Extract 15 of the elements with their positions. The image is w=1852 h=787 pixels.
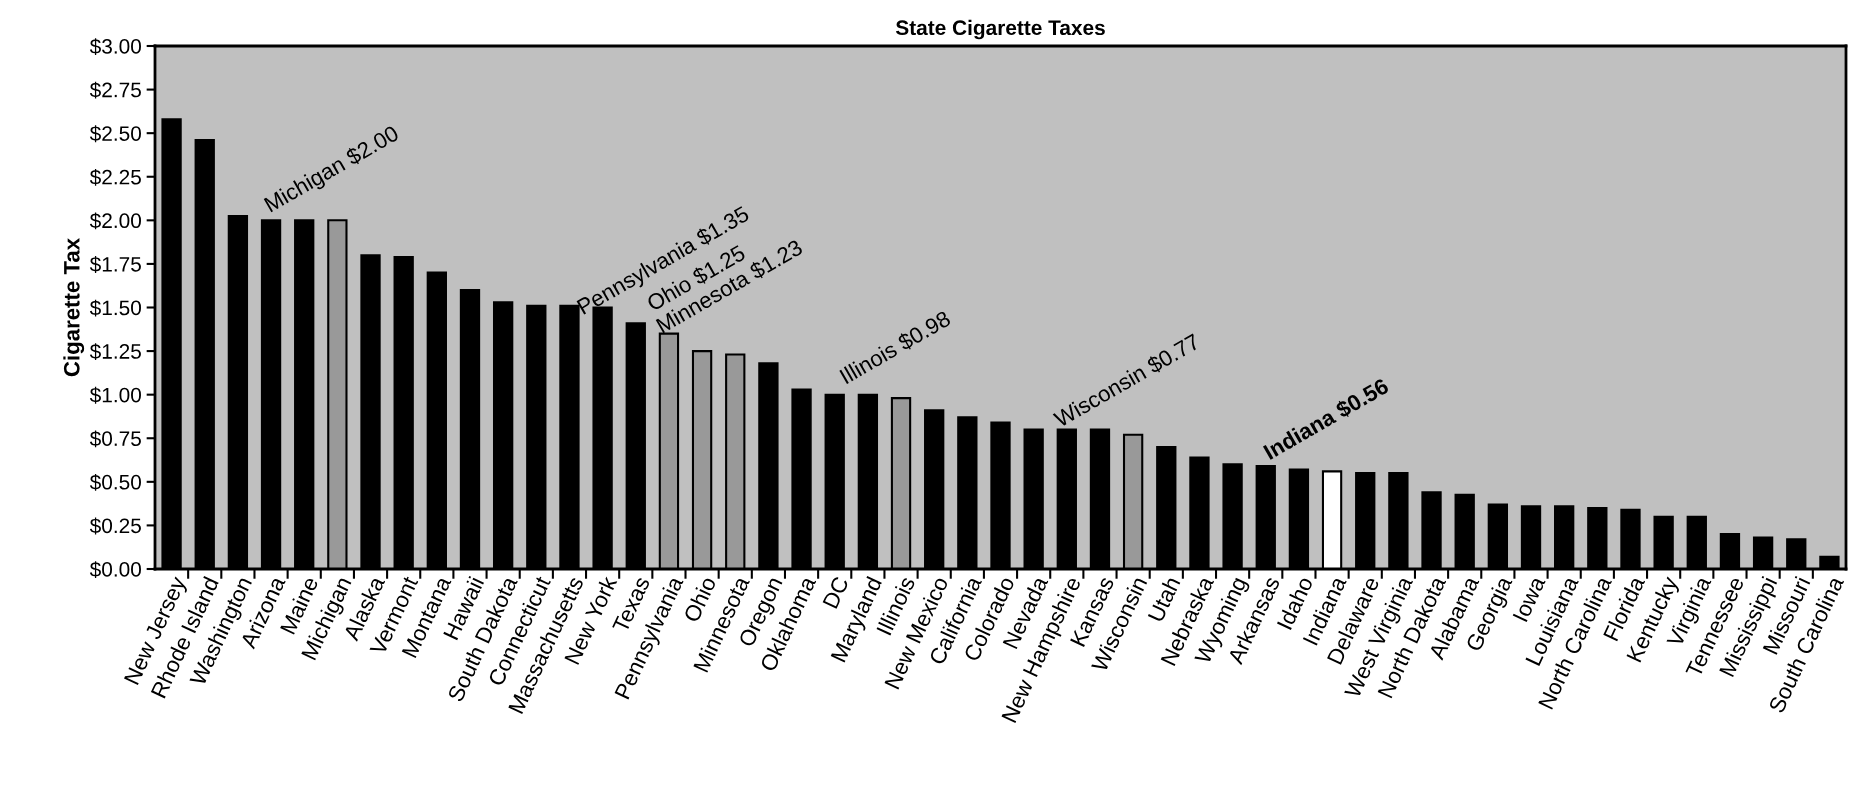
y-tick-label: $3.00 xyxy=(89,38,141,55)
y-tick-label: $2.00 xyxy=(89,212,141,230)
y-axis-title: Cigarette Tax xyxy=(63,238,85,377)
y-tick-label: $0.25 xyxy=(89,517,141,535)
y-tick-label: $1.25 xyxy=(89,343,141,361)
y-tick-label: $1.50 xyxy=(89,299,141,317)
y-tick-label: $1.75 xyxy=(89,256,141,273)
chart-title: State Cigarette Taxes xyxy=(895,19,1105,40)
y-tick-label: $1.00 xyxy=(89,386,141,404)
y-tick-label: $2.50 xyxy=(89,125,141,143)
y-tick-label: $0.00 xyxy=(89,561,141,578)
y-tick-label: $0.75 xyxy=(89,430,141,448)
y-tick-label: $2.25 xyxy=(89,168,141,186)
y-tick-label: $0.50 xyxy=(89,473,141,491)
y-tick-label: $2.75 xyxy=(89,81,141,99)
